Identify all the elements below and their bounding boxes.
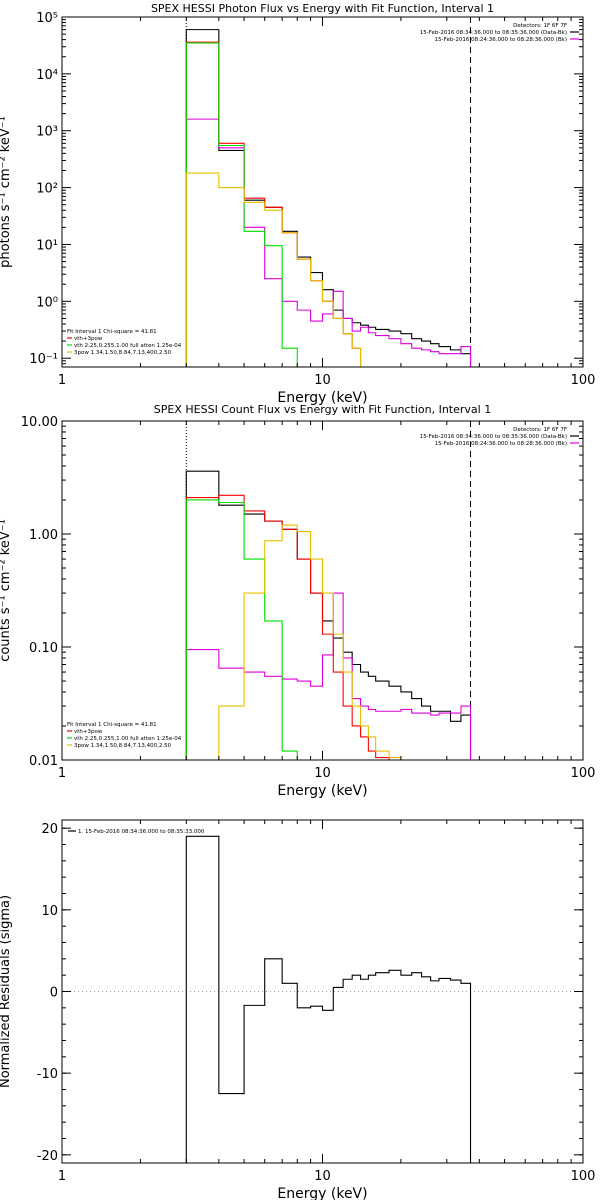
- legend-bl-entry: vth 2.25,0.255,1.00 full atten 1.25e-04: [74, 343, 182, 349]
- x-tick-label: 100: [571, 766, 596, 781]
- x-tick-label: 10: [314, 373, 331, 388]
- x-axis-label: Energy (keV): [277, 390, 367, 406]
- legend-tr-entry: Detectors: 1F 6F 7F: [513, 23, 567, 29]
- series-line-15-feb-2016-08-24-36-000-to-08-28-36-000-bk: [185, 118, 472, 367]
- legend-bl-entry: vth 2.25,0.255,1.00 full atten 1.25e-04: [74, 736, 182, 742]
- series-line-3pow: [218, 524, 402, 760]
- legend-tl-entry: 1. 15-Feb-2016 08:34:36.000 to 08:35:33.…: [78, 829, 205, 835]
- y-tick-label: 10³: [36, 125, 58, 140]
- x-tick-label: 100: [571, 1169, 596, 1184]
- y-tick-label: 0.01: [29, 754, 58, 769]
- y-tick-label: 10⁴: [36, 68, 58, 83]
- plot-area: [185, 17, 472, 367]
- chart-panel-2: SPEX HESSI Count Flux vs Energy with Fit…: [0, 403, 596, 799]
- legend-bl-entry: 3pow 1.34,1.50,8.84,7.13,400,2.50: [74, 743, 172, 749]
- chart-panel-1: SPEX HESSI Photon Flux vs Energy with Fi…: [0, 2, 596, 406]
- y-tick-label: 10: [41, 904, 58, 919]
- y-axis-label: photons s⁻¹ cm⁻² keV⁻¹: [0, 116, 13, 268]
- x-tick-label: 1: [58, 1169, 66, 1184]
- chart-title: SPEX HESSI Count Flux vs Energy with Fit…: [154, 403, 491, 416]
- legend-bl-entry: vth+3pow: [74, 729, 103, 735]
- legend-bl-entry: Fit Interval 1 Chi-square = 41.81: [67, 329, 157, 335]
- y-tick-label: -10: [37, 1067, 58, 1082]
- x-axis-label: Energy (keV): [277, 1186, 367, 1200]
- y-tick-label: 10⁻¹: [29, 352, 58, 367]
- legend-bl-entry: Fit Interval 1 Chi-square = 41.81: [67, 722, 157, 728]
- legend-tr-entry: 15-Feb-2016 08:24:36.000 to 08:28:36.000…: [435, 441, 567, 447]
- series-line-3pow: [185, 172, 362, 367]
- x-tick-label: 100: [571, 373, 596, 388]
- legend-tr-entry: 15-Feb-2016 08:34:36.000 to 08:35:36.000…: [420, 30, 567, 36]
- chart-panel-3: 1 10 100 -20 -10 0 10 20 Energy (keV) Normalized …: [0, 819, 596, 1200]
- legend-tr-entry: Detectors: 1F 6F 7F: [513, 427, 567, 433]
- y-axis-label: counts s⁻¹ cm⁻² keV⁻¹: [0, 519, 13, 662]
- legend-bl-entry: 3pow 1.34,1.50,8.84,7.13,400,2.50: [74, 350, 172, 356]
- y-tick-label: 10.00: [21, 415, 58, 430]
- y-tick-label: 20: [41, 822, 58, 837]
- y-tick-label: 0: [50, 986, 58, 1001]
- y-tick-label: 10²: [36, 182, 58, 197]
- y-tick-label: 10⁰: [36, 295, 58, 310]
- y-axis-label: Normalized Residuals (sigma): [0, 895, 13, 1088]
- y-tick-label: -20: [37, 1149, 58, 1164]
- series-line-1-15-feb-2016-08-34-36-000-to-08-35-33-000: [185, 835, 472, 1163]
- y-tick-label: 0.10: [29, 641, 58, 656]
- x-axis-label: Energy (keV): [277, 783, 367, 799]
- x-tick-label: 10: [314, 766, 331, 781]
- x-tick-label: 10: [314, 1169, 331, 1184]
- chart-title: SPEX HESSI Photon Flux vs Energy with Fi…: [151, 2, 494, 15]
- legend-bl-entry: vth+3pow: [74, 336, 103, 342]
- series-line-vth: [185, 42, 298, 367]
- series-line-vth-3pow: [185, 41, 362, 367]
- plot-area: [185, 421, 472, 760]
- series-line-15-feb-2016-08-34-36-000-to-08-35-36-000-data-bk: [185, 470, 472, 760]
- y-tick-label: 1.00: [29, 528, 58, 543]
- legend-tr-entry: 15-Feb-2016 08:24:36.000 to 08:28:36.000…: [435, 37, 567, 43]
- x-tick-label: 1: [58, 766, 66, 781]
- series-line-vth-3pow: [185, 494, 390, 760]
- plot-area: [62, 835, 583, 1163]
- x-tick-label: 1: [58, 373, 66, 388]
- y-tick-label: 10¹: [36, 238, 58, 253]
- legend-tr-entry: 15-Feb-2016 08:34:36.000 to 08:35:36.000…: [420, 434, 567, 440]
- y-tick-label: 10⁵: [36, 11, 58, 26]
